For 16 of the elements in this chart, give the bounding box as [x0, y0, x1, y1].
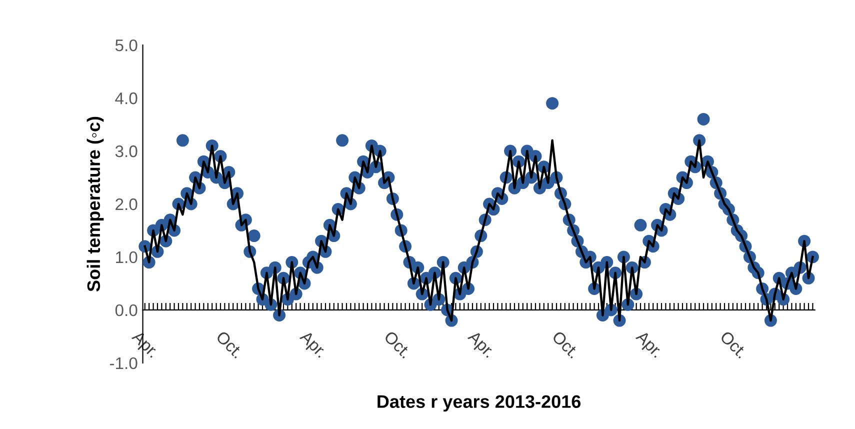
- y-axis-title: Soil temperature (◦c): [86, 116, 104, 292]
- y-tick-label: 1.0: [116, 251, 138, 264]
- x-tick-label: Oct.: [383, 330, 412, 359]
- y-tick-label: -1.0: [110, 357, 138, 370]
- x-tick-label: Oct.: [720, 330, 748, 359]
- y-tick-label: 0.0: [115, 304, 138, 316]
- x-tick-label: Apr.: [632, 330, 664, 360]
- y-tick-label: 3.0: [115, 145, 138, 158]
- y-tick-label: 4.0: [115, 92, 138, 104]
- x-tick-label: Oct.: [215, 330, 244, 359]
- x-tick-label: Apr.: [464, 330, 496, 360]
- x-axis-title: Dates r years 2013-2016: [378, 395, 581, 412]
- y-tick-label: 2.0: [116, 198, 138, 210]
- x-tick-label: Oct.: [551, 330, 580, 359]
- x-tick-label: Apr.: [296, 330, 328, 360]
- y-tick-label: 5.0: [115, 39, 138, 52]
